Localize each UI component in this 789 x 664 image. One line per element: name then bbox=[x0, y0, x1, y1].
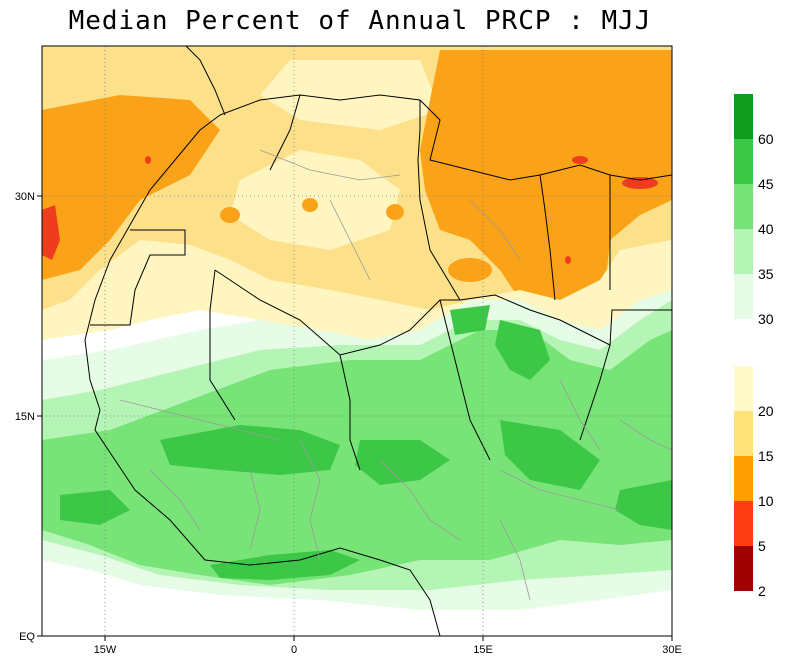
x-tick-label: 30E bbox=[662, 644, 682, 656]
red-spot bbox=[622, 177, 658, 189]
country-borders bbox=[90, 94, 672, 471]
east-orange-zone bbox=[420, 50, 672, 330]
green-zone-6 bbox=[615, 480, 672, 530]
colorbar-label: 35 bbox=[758, 266, 774, 282]
axis-ticks bbox=[37, 195, 673, 641]
light-yellow-zone-2 bbox=[260, 60, 440, 130]
colorbar-swatch bbox=[734, 501, 753, 546]
colorbar-swatch bbox=[734, 546, 753, 591]
x-tick-label: 0 bbox=[291, 644, 297, 656]
map-title: Median Percent of Annual PRCP : MJJ bbox=[68, 6, 652, 36]
colorbar-label: 40 bbox=[758, 221, 774, 237]
green-zone-8 bbox=[450, 305, 490, 335]
green-zone-2 bbox=[355, 440, 450, 485]
grid-lines bbox=[42, 46, 672, 636]
admin-borders bbox=[119, 149, 672, 601]
orange-spot bbox=[448, 258, 492, 282]
orange-spot bbox=[386, 204, 404, 220]
y-tick-label: 30N bbox=[15, 191, 35, 203]
red-spot bbox=[42, 205, 60, 260]
map-field bbox=[42, 46, 672, 636]
colorbar-label: 60 bbox=[758, 131, 774, 147]
colorbar-label: 30 bbox=[758, 311, 774, 327]
colorbar-swatch bbox=[734, 184, 753, 229]
sahel-transition-zone bbox=[42, 240, 672, 350]
red-spot bbox=[572, 156, 588, 164]
green-zone-5 bbox=[210, 550, 360, 580]
colorbar-label: 45 bbox=[758, 176, 774, 192]
colorbar-label: 2 bbox=[758, 583, 766, 599]
green-zone bbox=[160, 425, 340, 475]
red-spot bbox=[565, 256, 571, 264]
map-frame bbox=[41, 45, 673, 637]
colorbar-swatch bbox=[734, 411, 753, 456]
colorbar-label: 10 bbox=[758, 493, 774, 509]
colorbar-swatch bbox=[734, 229, 753, 274]
colorbar-swatch bbox=[734, 366, 753, 411]
green-zone-4 bbox=[495, 320, 550, 380]
colorbar-swatch bbox=[734, 274, 753, 319]
atlantic-orange-zone bbox=[42, 95, 220, 280]
colorbar: 60 45 40 35 30 20 15 10 5 2 bbox=[734, 94, 774, 599]
x-tick-label: 15E bbox=[473, 644, 493, 656]
green-zone-7 bbox=[60, 490, 130, 525]
colorbar-swatch bbox=[734, 94, 753, 139]
coastline bbox=[84, 46, 672, 636]
x-tick-label: 15W bbox=[94, 644, 117, 656]
colorbar-label: 5 bbox=[758, 538, 766, 554]
y-tick-label: EQ bbox=[19, 631, 35, 643]
colorbar-label: 15 bbox=[758, 448, 774, 464]
red-spot bbox=[145, 156, 151, 164]
colorbar-label: 20 bbox=[758, 403, 774, 419]
orange-spot bbox=[302, 198, 318, 212]
colorbar-swatch bbox=[734, 456, 753, 501]
y-tick-label: 15N bbox=[15, 411, 35, 423]
gulf-white-zone bbox=[42, 590, 420, 636]
colorbar-swatch bbox=[734, 139, 753, 184]
green-zone-3 bbox=[500, 420, 600, 490]
orange-spot bbox=[220, 207, 240, 223]
